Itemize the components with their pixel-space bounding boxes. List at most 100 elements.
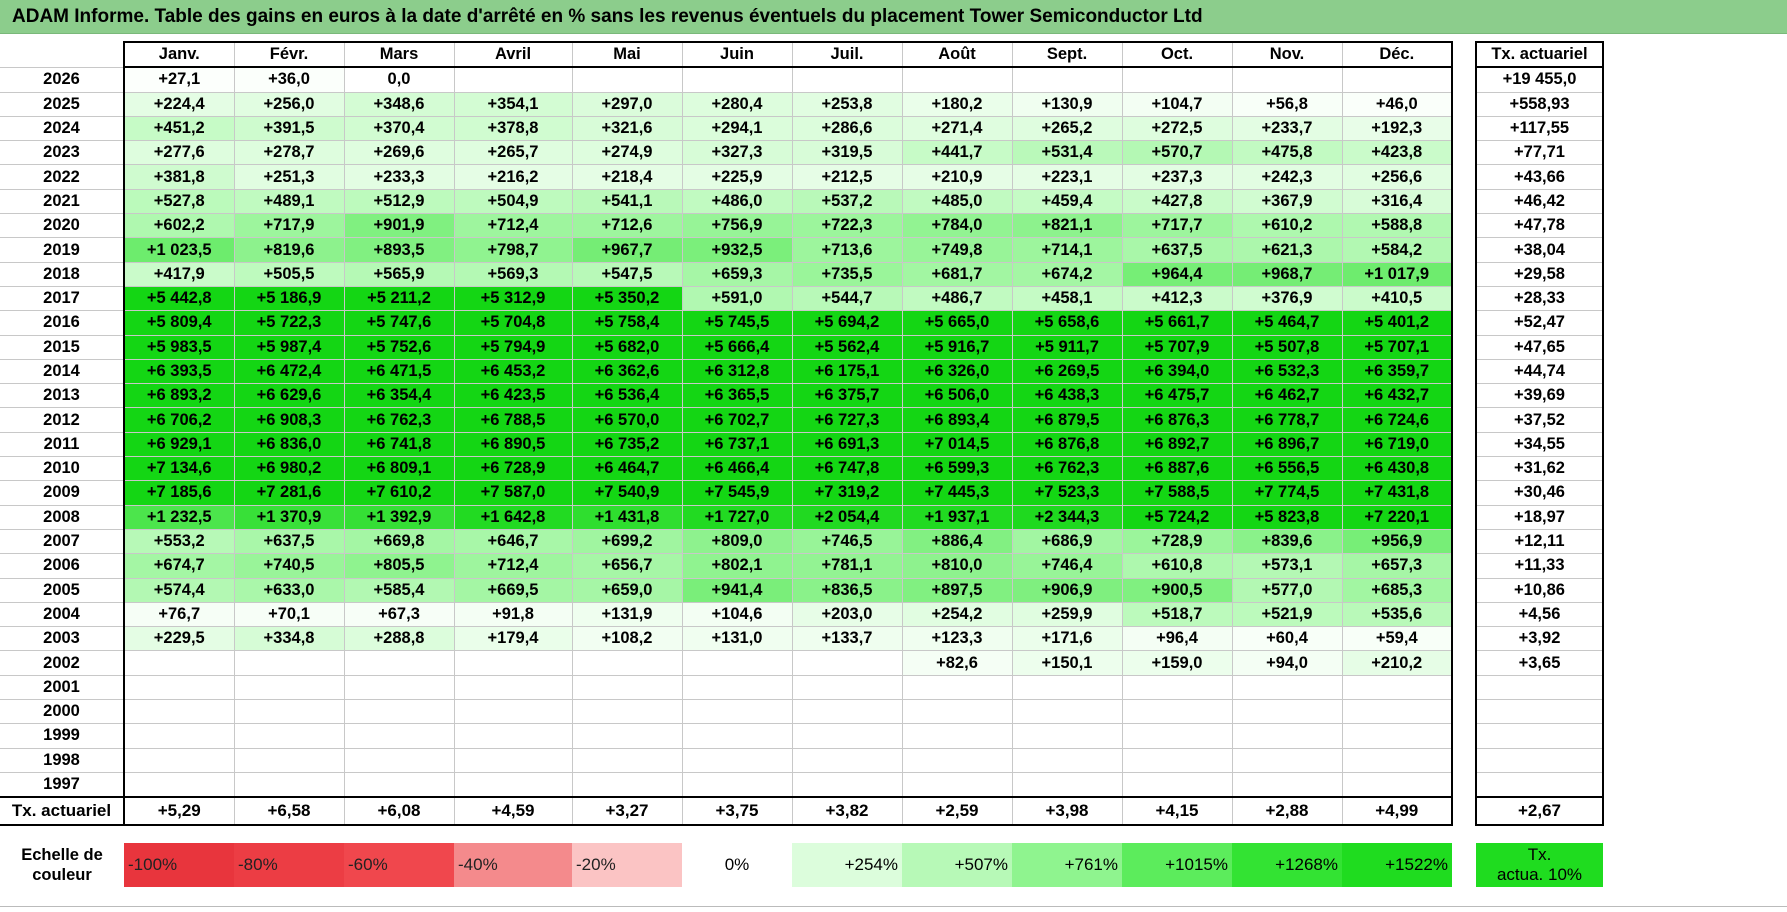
gain-cell: +130,9 xyxy=(1011,91,1123,117)
gain-cell: 0,0 xyxy=(343,66,455,93)
table-row: 2007 +553,2 +637,5 +669,8 +646,7 +699,2 +809,0… xyxy=(0,528,1604,555)
gain-cell xyxy=(571,723,683,749)
gain-cell: +294,1 xyxy=(681,115,793,142)
gain-cell xyxy=(453,699,573,725)
year-label: 1998 xyxy=(0,747,125,773)
gain-cell: +192,3 xyxy=(1341,115,1453,142)
gain-cell: +728,9 xyxy=(1121,528,1233,555)
monthly-actuarial-cell: +3,82 xyxy=(791,796,903,827)
gains-table: Janv. Févr. Mars Avril Mai Juin Juil. Ao… xyxy=(0,40,1604,827)
gain-cell xyxy=(901,699,1013,725)
gain-cell xyxy=(233,747,345,773)
gain-cell xyxy=(1341,699,1453,725)
gain-cell: +674,2 xyxy=(1011,261,1123,287)
actuarial-cell xyxy=(1475,674,1604,701)
gain-cell xyxy=(453,747,573,773)
gain-cell xyxy=(1231,723,1343,749)
gain-cell: +6 464,7 xyxy=(571,456,683,482)
gain-cell: +585,4 xyxy=(343,577,455,603)
gain-cell: +6 175,1 xyxy=(791,358,903,385)
gain-cell: +602,2 xyxy=(123,213,235,239)
gain-cell: +6 326,0 xyxy=(901,358,1013,385)
month-header: Mai xyxy=(571,40,683,69)
actuarial-cell: +19 455,0 xyxy=(1475,66,1604,93)
year-label: 2008 xyxy=(0,504,125,530)
gain-cell: +505,5 xyxy=(233,261,345,287)
gain-cell: +819,6 xyxy=(233,237,345,263)
gain-cell: +46,0 xyxy=(1341,91,1453,117)
gain-cell: +2 054,4 xyxy=(791,504,903,530)
gain-cell xyxy=(343,771,455,799)
gain-cell: +265,7 xyxy=(453,140,573,166)
month-header: Mars xyxy=(343,40,455,69)
gain-cell xyxy=(233,674,345,701)
color-scale-step: +254% xyxy=(792,843,902,887)
gain-cell: +272,5 xyxy=(1121,115,1233,142)
gain-cell: +237,3 xyxy=(1121,164,1233,190)
table-row: 2021 +527,8 +489,1 +512,9 +504,9 +541,1 +486,0… xyxy=(0,188,1604,215)
gain-cell: +5 823,8 xyxy=(1231,504,1343,530)
gain-cell: +6 887,6 xyxy=(1121,456,1233,482)
gain-cell: +685,3 xyxy=(1341,577,1453,603)
month-header: Févr. xyxy=(233,40,345,69)
gain-cell: +251,3 xyxy=(233,164,345,190)
gain-cell xyxy=(453,771,573,799)
gain-cell xyxy=(1231,771,1343,799)
gain-cell: +451,2 xyxy=(123,115,235,142)
gain-cell: +210,2 xyxy=(1341,650,1453,676)
gain-cell: +6 727,3 xyxy=(791,407,903,433)
table-row: 2008 +1 232,5 +1 370,9 +1 392,9 +1 642,8 +1 4… xyxy=(0,504,1604,530)
gain-cell: +1 232,5 xyxy=(123,504,235,530)
gain-cell: +1 370,9 xyxy=(233,504,345,530)
gain-cell: +6 980,2 xyxy=(233,456,345,482)
gain-cell: +256,0 xyxy=(233,91,345,117)
gain-cell: +233,3 xyxy=(343,164,455,190)
month-header: Sept. xyxy=(1011,40,1123,69)
month-header: Oct. xyxy=(1121,40,1233,69)
year-label: 2023 xyxy=(0,140,125,166)
gain-cell: +348,6 xyxy=(343,91,455,117)
gain-cell: +5 694,2 xyxy=(791,310,903,336)
gain-cell: +6 735,2 xyxy=(571,431,683,458)
color-scale-step: -60% xyxy=(344,843,454,887)
gain-cell: +967,7 xyxy=(571,237,683,263)
gain-cell: +722,3 xyxy=(791,213,903,239)
gain-cell: +6 466,4 xyxy=(681,456,793,482)
gain-cell xyxy=(791,747,903,773)
gain-cell: +553,2 xyxy=(123,528,235,555)
gain-cell: +646,7 xyxy=(453,528,573,555)
gain-cell: +570,7 xyxy=(1121,140,1233,166)
color-scale-step: +761% xyxy=(1012,843,1122,887)
gain-cell: +547,5 xyxy=(571,261,683,287)
gain-cell: +544,7 xyxy=(791,285,903,312)
gain-cell: +354,1 xyxy=(453,91,573,117)
month-header-row: Janv. Févr. Mars Avril Mai Juin Juil. Ao… xyxy=(0,40,1604,69)
gain-cell: +5 758,4 xyxy=(571,310,683,336)
actuarial-cell: +12,11 xyxy=(1475,528,1604,555)
gain-cell: +458,1 xyxy=(1011,285,1123,312)
gain-cell: +6 702,7 xyxy=(681,407,793,433)
gain-cell: +810,0 xyxy=(901,553,1013,579)
gain-cell xyxy=(343,650,455,676)
gain-cell: +7 185,6 xyxy=(123,480,235,506)
gain-cell: +7 588,5 xyxy=(1121,480,1233,506)
gain-cell xyxy=(233,723,345,749)
table-row: 2026 +27,1 +36,0 0,0 +19 455,0 xyxy=(0,66,1604,93)
gain-cell: +5 983,5 xyxy=(123,334,235,360)
gain-cell: +740,5 xyxy=(233,553,345,579)
actuarial-cell: +28,33 xyxy=(1475,285,1604,312)
table-row: 2003 +229,5 +334,8 +288,8 +179,4 +108,2 +131,0… xyxy=(0,626,1604,652)
actuarial-cell: +10,86 xyxy=(1475,577,1604,603)
table-row: 2011 +6 929,1 +6 836,0 +6 741,8 +6 890,5 +6 7… xyxy=(0,431,1604,458)
gain-cell: +104,6 xyxy=(681,601,793,628)
gain-cell: +656,7 xyxy=(571,553,683,579)
totals-row: Tx. actuariel +5,29 +6,58 +6,08 +4,59 +3,27 +3… xyxy=(0,796,1604,827)
gain-cell: +591,0 xyxy=(681,285,793,312)
gain-cell: +900,5 xyxy=(1121,577,1233,603)
gain-cell: +681,7 xyxy=(901,261,1013,287)
gain-cell: +288,8 xyxy=(343,626,455,652)
year-label: 2014 xyxy=(0,358,125,385)
gain-cell: +6 393,5 xyxy=(123,358,235,385)
monthly-actuarial-cell: +3,75 xyxy=(681,796,793,827)
gain-cell: +286,6 xyxy=(791,115,903,142)
